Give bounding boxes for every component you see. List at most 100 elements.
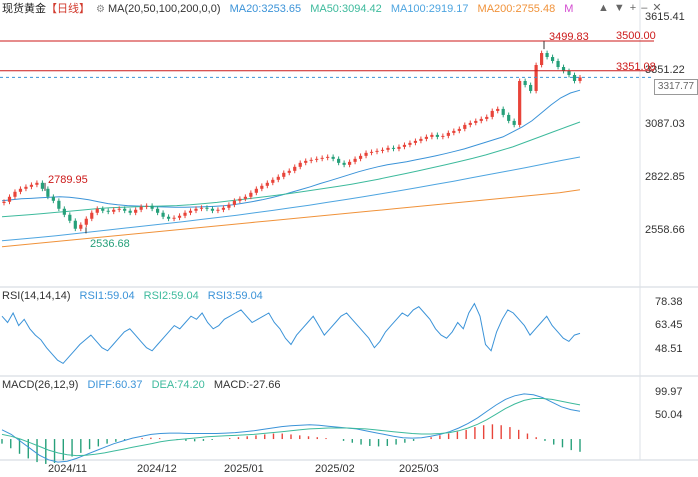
- ma-params[interactable]: MA(20,50,100,200,0,0): [107, 3, 221, 15]
- candle-body: [353, 158, 357, 162]
- candlestick-series: [2, 50, 582, 232]
- candle-body: [435, 134, 439, 137]
- candle-body: [188, 210, 193, 213]
- minimize-icon[interactable]: –: [641, 2, 653, 14]
- main-legend: 现货黄金【日线】 ⚙ MA(20,50,100,200,0,0) MA20:3253…: [2, 2, 579, 17]
- candle-body: [139, 206, 143, 210]
- candle-body: [2, 201, 6, 203]
- candle-body: [380, 149, 385, 151]
- candle-body: [545, 53, 549, 58]
- candle-body: [326, 156, 330, 158]
- candle-body: [391, 147, 396, 149]
- candle-body: [479, 118, 483, 121]
- resistance-high-label: 3500.00: [616, 30, 656, 42]
- period-selector[interactable]: 【日线】: [46, 3, 90, 15]
- down-icon[interactable]: ▼: [613, 2, 630, 14]
- candle-body: [95, 208, 99, 213]
- price-tick: 3615.41: [645, 11, 685, 23]
- candle-body: [194, 208, 198, 211]
- price-tick: 2558.66: [645, 224, 685, 236]
- date-tick: 2025/02: [315, 463, 355, 475]
- candle-body: [518, 80, 522, 125]
- date-tick: 2025/03: [399, 463, 439, 475]
- macd-tick: 99.97: [655, 386, 683, 398]
- macd-tick: 50.04: [655, 409, 683, 421]
- candle-body: [112, 209, 116, 212]
- candle-body: [309, 159, 313, 161]
- candle-body: [51, 196, 55, 201]
- candle-body: [320, 157, 324, 159]
- close-icon[interactable]: ✕: [652, 2, 667, 14]
- ma20-value: MA20:3253.65: [229, 3, 302, 15]
- candle-body: [342, 162, 346, 165]
- resistance-low-label: 3351.08: [616, 61, 656, 73]
- price-tick: 2822.85: [645, 171, 685, 183]
- candle-body: [413, 140, 418, 143]
- candle-body: [348, 161, 352, 165]
- candle-body: [457, 128, 461, 131]
- candle-body: [172, 217, 176, 219]
- candle-body: [419, 138, 423, 141]
- candle-body: [424, 136, 428, 139]
- ma-extra-marker: M: [564, 3, 574, 15]
- candle-body: [402, 144, 407, 147]
- candle-body: [101, 208, 105, 211]
- date-tick: 2024/12: [137, 463, 177, 475]
- candle-body: [216, 209, 220, 211]
- candle-body: [397, 146, 401, 149]
- candle-body: [501, 108, 505, 115]
- candle-body: [84, 218, 88, 225]
- candle-body: [474, 120, 478, 123]
- candle-body: [205, 207, 209, 209]
- ma200-line: [1, 189, 581, 248]
- macd-params[interactable]: MACD(26,12,9): [2, 379, 79, 391]
- candle-body: [490, 110, 494, 117]
- left-high-annotation: 2789.95: [48, 174, 88, 186]
- diff-line: [1, 393, 581, 463]
- candle-body: [199, 207, 204, 209]
- ma100-value: MA100:2919.17: [390, 3, 469, 15]
- candle-body: [463, 124, 467, 129]
- candle-body: [177, 215, 182, 218]
- candle-body: [232, 200, 236, 205]
- settings-icon[interactable]: ⚙: [96, 4, 105, 15]
- up-icon[interactable]: ▲: [598, 2, 614, 14]
- candle-body: [134, 209, 138, 213]
- candle-body: [254, 188, 258, 193]
- macd-legend: MACD(26,12,9) DIFF:60.37 DEA:74.20 MACD:…: [2, 378, 286, 392]
- candle-body: [57, 200, 61, 209]
- candle-body: [293, 166, 297, 171]
- candle-body: [304, 160, 308, 163]
- candle-body: [90, 212, 94, 219]
- rsi-params[interactable]: RSI(14,14,14): [2, 290, 71, 302]
- candle-body: [556, 61, 560, 68]
- candle-body: [265, 182, 269, 186]
- candle-body: [128, 210, 132, 213]
- price-tick: 3087.03: [645, 118, 685, 130]
- candle-body: [337, 158, 341, 163]
- rsi-lines: [1, 302, 581, 365]
- candle-body: [150, 205, 154, 209]
- candle-body: [358, 155, 363, 159]
- instrument-title[interactable]: 现货黄金: [2, 3, 46, 15]
- candle-body: [430, 134, 434, 137]
- candle-body: [298, 162, 302, 167]
- candle-body: [123, 208, 127, 211]
- high-annotation: 3499.83: [549, 31, 589, 43]
- candle-body: [315, 158, 319, 160]
- candle-body: [29, 184, 34, 187]
- add-icon[interactable]: +: [629, 2, 642, 14]
- moving-average-lines: [1, 89, 581, 248]
- candle-body: [145, 205, 149, 207]
- candle-body: [73, 220, 77, 229]
- rsi-tick: 78.38: [655, 296, 683, 308]
- candle-body: [243, 196, 247, 199]
- rsi-tick: 63.45: [655, 319, 683, 331]
- candle-body: [496, 108, 500, 111]
- rsi-legend: RSI(14,14,14) RSI1:59.04 RSI2:59.04 RSI3…: [2, 289, 269, 303]
- candle-body: [375, 150, 379, 152]
- rsi3-value: RSI3:59.04: [207, 290, 263, 302]
- candle-body: [183, 212, 187, 216]
- candle-body: [282, 172, 286, 177]
